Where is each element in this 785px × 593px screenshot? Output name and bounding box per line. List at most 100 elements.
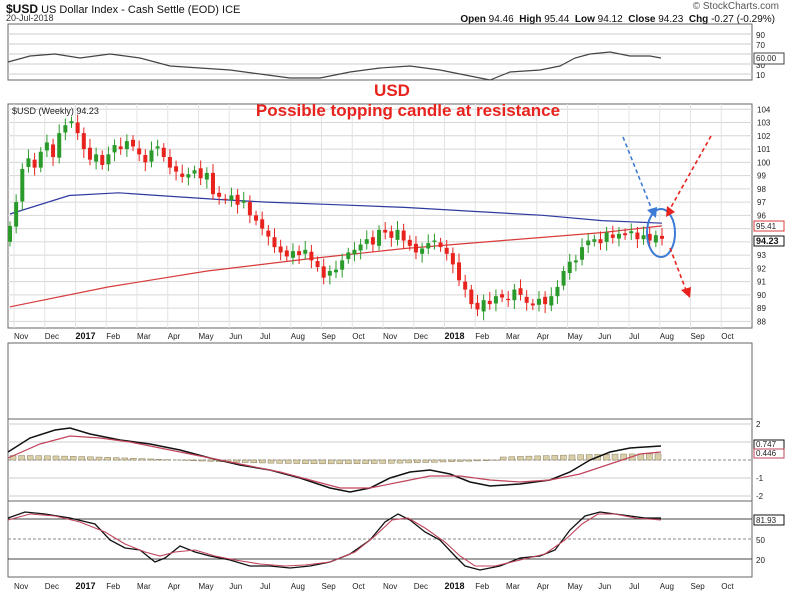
x-axis-label: Mar xyxy=(137,582,151,591)
candle-body xyxy=(118,146,123,150)
macd-signal-line xyxy=(7,435,662,489)
candle-body xyxy=(112,145,117,153)
stockcharts-brand[interactable]: © StockCharts.com xyxy=(692,1,779,12)
x-axis-bottom: Nov Dec 2017 Feb Mar Apr May Jun Jul Aug Sep Oct Nov… xyxy=(14,581,734,591)
macd-hist-bar xyxy=(155,459,163,461)
price-panel-label: $USD (Weekly) 94.23 xyxy=(12,106,99,116)
price-tick-label: 88 xyxy=(757,317,766,326)
x-axis-label: May xyxy=(568,582,583,591)
macd-hist-bar xyxy=(112,457,120,461)
x-axis-label: Mar xyxy=(506,332,520,341)
ma-value: 95.41 xyxy=(756,222,777,231)
candle-body xyxy=(26,158,31,167)
candle-body xyxy=(260,219,265,229)
price-tick-label: 97 xyxy=(757,198,766,207)
x-axis-label: Aug xyxy=(291,332,305,341)
candle-body xyxy=(8,225,12,242)
x-axis-label: Jun xyxy=(598,582,611,591)
ma-value-badge xyxy=(753,220,785,232)
candle-body xyxy=(186,174,191,178)
x-axis-label: Jul xyxy=(260,582,270,591)
x-axis-label: Aug xyxy=(660,582,674,591)
candle-body xyxy=(223,198,228,200)
candle-body xyxy=(518,288,523,295)
macd-hist-bar xyxy=(388,459,395,464)
rsi-value: 60.00 xyxy=(756,54,777,63)
macd-hist-bar xyxy=(147,458,154,461)
candle-body xyxy=(321,266,326,278)
candle-body xyxy=(512,289,517,301)
rsi-tick-70: 70 xyxy=(756,41,765,50)
macd-hist-bar xyxy=(370,459,378,464)
candle-body xyxy=(217,192,222,197)
x-axis-label: Aug xyxy=(291,582,305,591)
macd-hist-bar xyxy=(26,455,34,461)
candle-body xyxy=(57,133,62,158)
macd-hist-bar xyxy=(542,455,550,461)
macd-hist-bar xyxy=(508,456,516,461)
price-tick-label: 100 xyxy=(757,158,771,167)
candle-body xyxy=(653,235,658,243)
price-tick-label: 96 xyxy=(757,211,766,220)
price-tick-label: 91 xyxy=(757,278,766,287)
macd-hist-bar xyxy=(577,454,584,461)
macd-signal-badge xyxy=(753,448,785,459)
macd-hist-bar xyxy=(35,455,43,461)
candle-body xyxy=(334,269,338,273)
candle-body xyxy=(106,154,111,165)
candle-body xyxy=(364,239,369,244)
price-tick-label: 90 xyxy=(757,291,766,300)
macd-hist-bar xyxy=(198,459,206,462)
macd-hist-bar xyxy=(327,459,335,465)
candle-body xyxy=(149,150,154,162)
candle-body xyxy=(383,229,388,233)
candle-body xyxy=(204,172,209,180)
red-up-arrow-head xyxy=(666,206,675,217)
macd-hist-bar xyxy=(95,456,103,461)
candle-body xyxy=(87,147,92,160)
candle-body xyxy=(395,229,400,240)
macd-hist-bar xyxy=(396,459,404,464)
candle-body xyxy=(315,261,320,268)
volume-panel xyxy=(7,342,753,420)
x-axis-label: May xyxy=(568,332,583,341)
x-axis-label: Jun xyxy=(229,332,242,341)
x-axis-label: Dec xyxy=(45,582,59,591)
macd-hist-bar xyxy=(336,459,344,465)
macd-hist-bar xyxy=(241,459,249,463)
candle-body xyxy=(100,155,105,165)
x-axis-label: Oct xyxy=(721,582,734,591)
macd-hist-bar xyxy=(44,455,51,461)
x-axis-label: Nov xyxy=(14,332,28,341)
price-grid xyxy=(8,108,752,322)
candle-body xyxy=(81,133,86,150)
macd-hist-bar xyxy=(603,454,610,461)
candle-body xyxy=(463,281,468,290)
stoch-d-line xyxy=(7,513,662,567)
candle-body xyxy=(475,302,480,310)
x-axis-label: Feb xyxy=(106,332,120,341)
candle-body xyxy=(543,296,548,305)
candle-body xyxy=(629,231,634,234)
macd-hist-bar xyxy=(259,459,266,464)
x-axis-label: Oct xyxy=(352,582,365,591)
candle-body xyxy=(616,233,621,239)
rsi-tick-90: 90 xyxy=(756,31,765,40)
candle-body xyxy=(131,139,136,147)
macd-hist-bar xyxy=(190,459,197,461)
candle-body xyxy=(167,157,172,168)
x-axis-label: May xyxy=(199,582,214,591)
price-tick-label: 99 xyxy=(757,172,766,181)
x-axis-label: Mar xyxy=(506,582,520,591)
macd-hist-bar xyxy=(362,459,369,464)
red-down-arrow-head xyxy=(681,287,691,298)
x-axis-label: 2018 xyxy=(445,331,465,341)
candlesticks xyxy=(8,114,664,321)
chart-header: $USD US Dollar Index - Cash Settle (EOD)… xyxy=(0,0,785,25)
candle-body xyxy=(192,170,197,174)
price-tick-label: 101 xyxy=(757,145,771,154)
candle-body xyxy=(63,125,68,133)
rsi-line xyxy=(7,51,662,81)
candle-body xyxy=(377,229,382,246)
